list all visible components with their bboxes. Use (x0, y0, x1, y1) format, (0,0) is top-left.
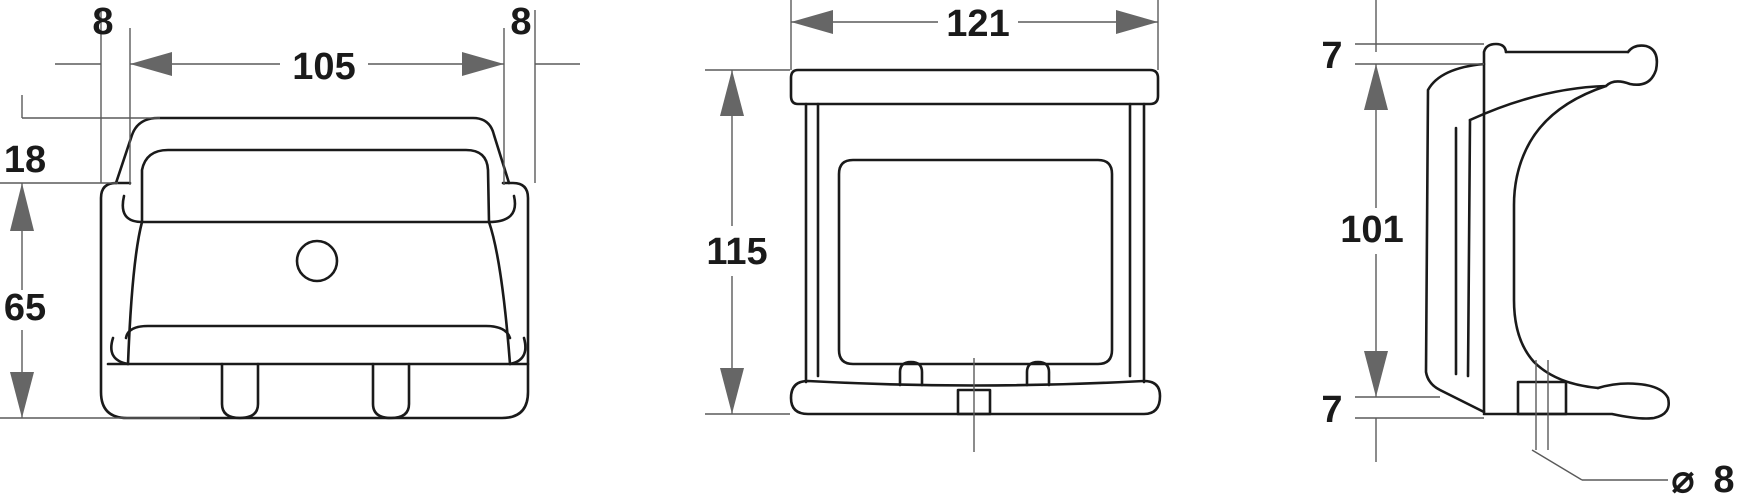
front-view-left-flange-label: 8 (92, 1, 113, 43)
profile-view-c-outer (1468, 84, 1608, 390)
side-view: 121 115 (705, 0, 1162, 452)
side-view-height-label: 115 (706, 231, 767, 273)
side-view-right-tab (1025, 360, 1051, 387)
profile-view-left-body (1424, 62, 1486, 414)
front-view-right-hook-top (487, 194, 517, 224)
side-view-left-tab (898, 360, 924, 387)
side-view-width-label: 121 (946, 3, 1009, 45)
profile-view-outer-plate (1482, 42, 1508, 414)
front-view-lower-bar-right-curl (508, 336, 527, 366)
front-view-right-foot (371, 362, 411, 420)
profile-view-top-curl (1604, 44, 1659, 88)
profile-view-bottom-thickness-label: 7 (1321, 389, 1342, 431)
front-view-inner-width-label: 105 (292, 46, 355, 88)
profile-view-c-inner (1466, 118, 1472, 378)
side-view-bottom-bar (789, 379, 1162, 416)
front-view-right-wall (487, 220, 512, 366)
front-view-lower-bar-left-curl (110, 336, 130, 366)
profile-view-inner-height-label: 101 (1340, 209, 1403, 251)
profile-view-top-thickness-label: 7 (1321, 35, 1342, 77)
profile-view-bottom-curl (1482, 382, 1670, 420)
front-view-left-wall (126, 220, 144, 366)
front-view-body-outline (99, 181, 530, 420)
side-view-top-bar (789, 68, 1160, 106)
profile-view-pin (1516, 380, 1568, 416)
profile-view-diameter-symbol: ⌀ (1672, 459, 1695, 498)
front-view-handle-inner (140, 148, 491, 224)
side-view-window (837, 158, 1114, 366)
profile-view: 7 101 7 ⌀ 8 (1321, 0, 1735, 498)
profile-view-hole-diameter-label: 8 (1713, 459, 1734, 498)
front-view-handle-outline (114, 116, 511, 185)
front-view-left-hook-top (121, 194, 144, 224)
front-view-top-height-label: 18 (4, 139, 46, 181)
front-view: 8 105 8 18 65 (0, 1, 580, 420)
front-view-right-flange-label: 8 (510, 1, 531, 43)
front-view-left-foot (220, 362, 260, 420)
front-view-lower-bar (124, 324, 512, 340)
front-view-bottom-height-label: 65 (4, 287, 46, 329)
front-view-center-hole (295, 239, 339, 283)
